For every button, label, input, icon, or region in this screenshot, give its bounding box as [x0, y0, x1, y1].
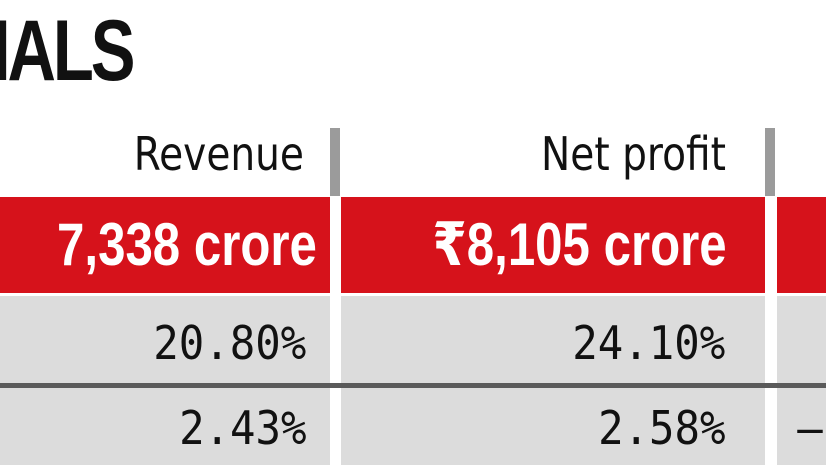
table-title: IALS: [0, 3, 135, 99]
third-column-row-2: –: [777, 388, 826, 465]
net-profit-row-2: 2.58%: [341, 388, 765, 465]
revenue-growth: 20.80%: [153, 316, 306, 370]
revenue-row-2: 2.43%: [0, 388, 330, 465]
revenue-change: 2.43%: [178, 401, 306, 455]
column-divider: [330, 128, 340, 196]
net-profit-value: ₹8,105 crore: [432, 211, 727, 278]
third-column-change: –: [797, 401, 823, 455]
third-column-row-1: [777, 296, 826, 383]
revenue-value-cell: 7,338 crore: [0, 197, 330, 293]
net-profit-row-1: 24.10%: [341, 296, 765, 383]
net-profit-change: 2.58%: [597, 401, 725, 455]
column-header-net-profit: Net profit: [541, 127, 726, 181]
revenue-value: 7,338 crore: [57, 211, 317, 278]
net-profit-value-cell: ₹8,105 crore: [341, 197, 765, 293]
net-profit-growth: 24.10%: [572, 316, 725, 370]
row-divider: [0, 383, 826, 388]
revenue-row-1: 20.80%: [0, 296, 330, 383]
column-divider: [765, 128, 775, 196]
column-header-revenue: Revenue: [133, 127, 304, 181]
third-column-value-cell: [777, 197, 826, 293]
